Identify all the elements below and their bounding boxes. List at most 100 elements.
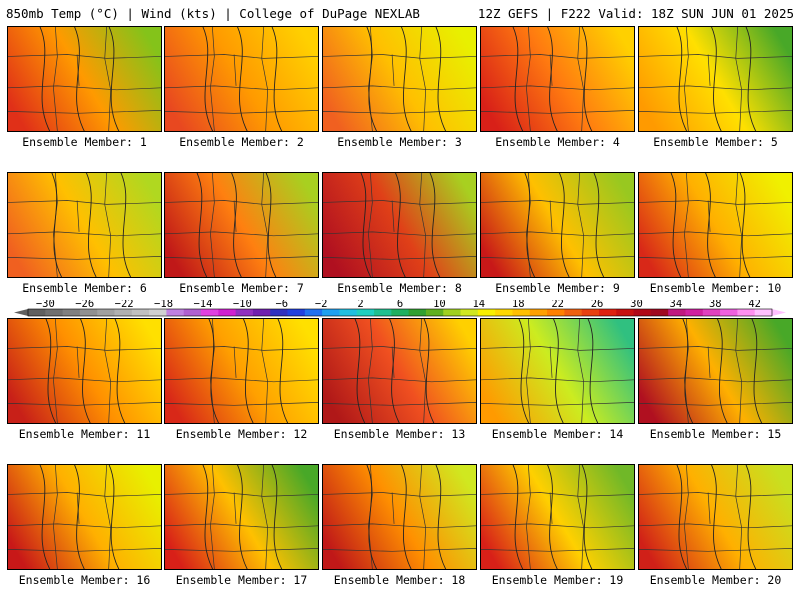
state-border-line <box>684 27 689 131</box>
colorbar-tick-label: −14 <box>193 300 212 310</box>
ensemble-member-label: Ensemble Member: 9 <box>495 281 620 295</box>
map-title: 850mb Temp (°C) | Wind (kts) | College o… <box>6 6 420 21</box>
colorbar-swatch <box>166 309 185 316</box>
state-border-line <box>639 492 792 497</box>
colorbar-tick-label: 34 <box>670 300 683 310</box>
state-border-line <box>481 402 634 406</box>
state-border-line <box>53 27 58 131</box>
ensemble-member-label: Ensemble Member: 18 <box>333 573 466 587</box>
state-border-line <box>391 200 395 232</box>
state-border-line <box>76 346 80 378</box>
state-border-line <box>165 346 318 351</box>
ensemble-map-panel <box>322 172 477 278</box>
ensemble-member-label: Ensemble Member: 3 <box>337 135 462 149</box>
state-border-line <box>233 492 237 524</box>
temperature-field-map <box>639 319 792 423</box>
temperature-field-map <box>8 465 161 569</box>
colorbar-swatch <box>650 309 669 316</box>
state-border-line <box>261 319 269 423</box>
temperature-shading <box>323 319 476 423</box>
state-border-line <box>8 402 161 406</box>
colorbar-swatch <box>512 309 531 316</box>
state-border-line <box>639 54 792 59</box>
ensemble-map-panel <box>322 318 477 424</box>
temperature-field-map <box>8 173 161 277</box>
colorbar-swatch <box>374 309 392 316</box>
height-contour <box>745 27 757 131</box>
height-contour <box>400 465 412 569</box>
state-border-line <box>481 200 634 205</box>
state-border-line <box>8 231 161 237</box>
state-border-line <box>639 523 792 529</box>
ensemble-member-label: Ensemble Member: 1 <box>22 135 147 149</box>
ensemble-map-panel <box>7 464 162 570</box>
state-border-line <box>210 173 215 277</box>
colorbar-swatch <box>616 309 634 316</box>
ensemble-map-panel <box>480 464 635 570</box>
colorbar-tick-label: −2 <box>315 300 328 310</box>
ensemble-member-label: Ensemble Member: 13 <box>333 427 466 441</box>
state-border-line <box>323 548 476 552</box>
height-contour <box>710 27 722 131</box>
colorbar-tick-label: 22 <box>551 300 564 310</box>
state-border-line <box>8 256 161 260</box>
state-border-line <box>419 27 427 131</box>
height-contour <box>265 173 277 277</box>
colorbar-swatch <box>270 309 288 316</box>
ensemble-member-label: Ensemble Member: 5 <box>653 135 778 149</box>
state-border-line <box>481 256 634 260</box>
colorbar-tick-label: 18 <box>512 300 525 310</box>
state-border-line <box>8 200 161 205</box>
colorbar-swatch <box>304 309 323 316</box>
ensemble-map-panel <box>638 172 793 278</box>
temperature-field-map <box>165 173 318 277</box>
state-border-line <box>104 173 112 277</box>
state-border-line <box>391 54 395 86</box>
state-border-line <box>391 492 395 524</box>
temperature-shading <box>481 27 634 131</box>
height-contour <box>79 319 91 423</box>
height-contour <box>85 173 97 277</box>
colorbar-swatch <box>183 309 202 316</box>
colorbar-swatch <box>322 309 340 316</box>
colorbar-tick-label: −26 <box>75 300 94 310</box>
colorbar-swatch <box>754 309 773 316</box>
colorbar-swatch <box>685 309 704 316</box>
state-border-line <box>323 256 476 260</box>
height-contour <box>435 27 447 131</box>
state-border-line <box>526 27 531 131</box>
height-contour <box>745 465 757 569</box>
colorbar-tick-label: 2 <box>357 300 363 310</box>
height-contour <box>435 465 447 569</box>
state-border-line <box>549 346 553 378</box>
temperature-field-map <box>481 173 634 277</box>
height-contour <box>271 465 283 569</box>
height-contour <box>108 465 120 569</box>
colorbar-min-arrow <box>14 309 28 316</box>
state-border-line <box>323 402 476 406</box>
state-border-line <box>210 27 215 131</box>
state-border-line <box>261 465 269 569</box>
state-border-line <box>684 465 689 569</box>
temperature-field-map <box>481 319 634 423</box>
state-border-line <box>233 54 237 86</box>
state-border-line <box>735 465 743 569</box>
state-border-line <box>261 173 269 277</box>
height-contour <box>518 319 530 423</box>
state-border-line <box>639 85 792 91</box>
temperature-field-map <box>323 173 476 277</box>
colorbar-swatch <box>45 309 64 316</box>
state-border-line <box>419 173 427 277</box>
ensemble-map-panel <box>7 172 162 278</box>
ensemble-member-label: Ensemble Member: 17 <box>175 573 308 587</box>
colorbar-tick-label: −10 <box>233 300 252 310</box>
colorbar-swatch <box>235 309 254 316</box>
temperature-field-map <box>323 319 476 423</box>
colorbar-swatch <box>131 309 150 316</box>
height-contour <box>388 319 400 423</box>
colorbar-swatch <box>737 309 756 316</box>
state-border-line <box>684 173 689 277</box>
state-border-line <box>323 231 476 237</box>
state-border-line <box>53 319 58 423</box>
state-border-line <box>577 27 585 131</box>
